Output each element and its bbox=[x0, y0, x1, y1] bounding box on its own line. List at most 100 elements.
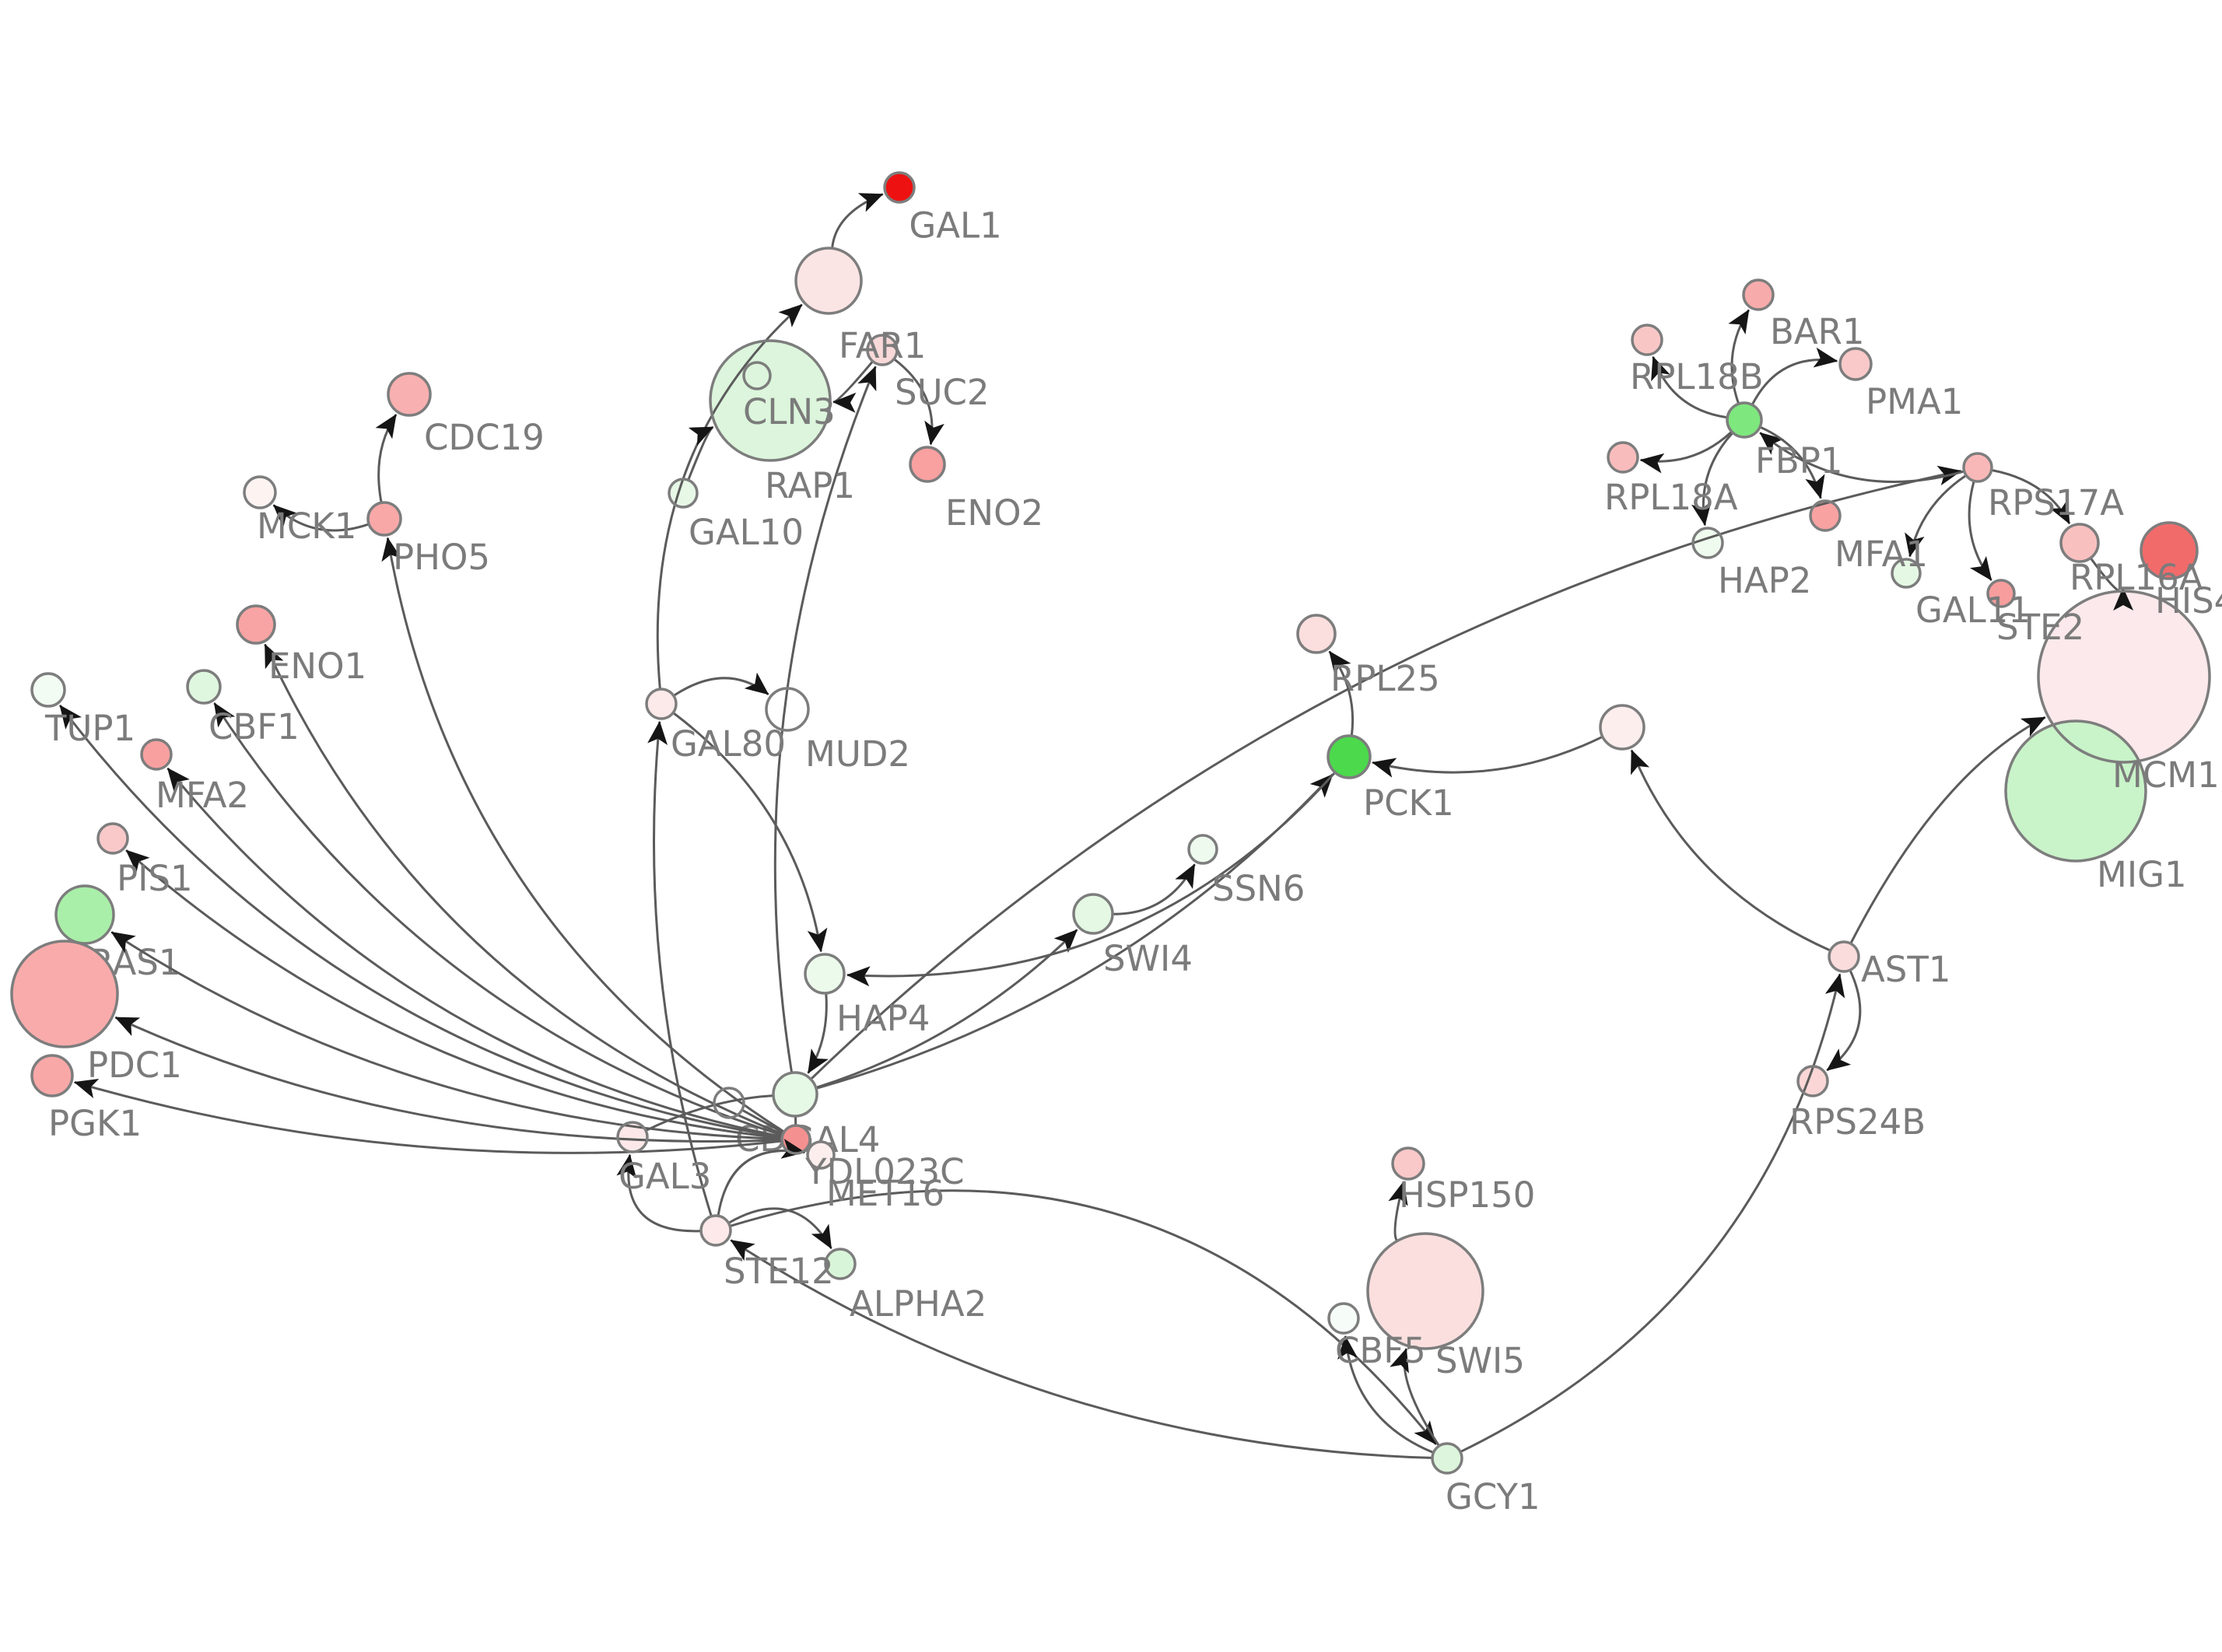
edge-gcy1-to-ste12[interactable] bbox=[730, 1239, 1432, 1459]
node-pgk1[interactable] bbox=[32, 1055, 72, 1096]
edge-gcy1-to-ast1[interactable] bbox=[1460, 973, 1845, 1453]
edge-gcy1-to-cbf5[interactable] bbox=[1337, 1335, 1434, 1454]
node-cbf1[interactable] bbox=[188, 670, 220, 703]
node-mcm1[interactable] bbox=[2038, 591, 2210, 762]
node-pis1[interactable] bbox=[98, 824, 128, 853]
edge-gal4-to-rps17a[interactable] bbox=[810, 465, 1962, 1080]
edge-rps17a-to-gal11[interactable] bbox=[1905, 474, 1967, 558]
node-mig1[interactable] bbox=[2006, 721, 2146, 861]
edge-ast1-to-rps24b[interactable] bbox=[1826, 970, 1862, 1072]
node-label-cbf1: CBF1 bbox=[209, 706, 300, 747]
node-swi5[interactable] bbox=[1368, 1234, 1483, 1349]
node-label-rap1: RAP1 bbox=[765, 465, 855, 506]
node-alpha2[interactable] bbox=[825, 1249, 855, 1279]
edge-gal4-to-suc2[interactable] bbox=[773, 366, 877, 1073]
node-eno1[interactable] bbox=[237, 606, 275, 643]
edge-swi5-to-hsp150[interactable] bbox=[1388, 1181, 1408, 1241]
edge-ast1-to-n1[interactable] bbox=[1630, 749, 1831, 952]
node-bar1[interactable] bbox=[1744, 280, 1773, 310]
edge-ydl023c-to-pho5[interactable] bbox=[381, 537, 784, 1132]
node-n1-unlabeled[interactable] bbox=[1600, 705, 1644, 749]
edge-pck1-to-rpl25[interactable] bbox=[1328, 650, 1355, 736]
node-his4[interactable] bbox=[2141, 523, 2197, 579]
node-gal1[interactable] bbox=[885, 173, 914, 202]
node-mfa1[interactable] bbox=[1810, 501, 1840, 530]
edge-ydl023c-to-eno1[interactable] bbox=[264, 643, 783, 1136]
edge-pck1-to-hap4[interactable] bbox=[846, 772, 1336, 987]
node-ras1[interactable] bbox=[56, 886, 114, 943]
edge-fbp1-to-rpl18b[interactable] bbox=[1651, 355, 1727, 419]
edge-ast1-to-mcm1[interactable] bbox=[1849, 716, 2046, 943]
node-pho5[interactable] bbox=[368, 502, 401, 535]
node-fbp1[interactable] bbox=[1727, 403, 1761, 437]
node-far1[interactable] bbox=[796, 248, 861, 313]
node-mfa2[interactable] bbox=[142, 740, 171, 769]
edge-ste12-to-alpha2[interactable] bbox=[728, 1207, 832, 1249]
edge-gal10-to-rap1[interactable] bbox=[687, 425, 714, 480]
node-cbf5[interactable] bbox=[1329, 1304, 1358, 1333]
node-met16[interactable] bbox=[808, 1142, 834, 1168]
edge-far1-to-gal1[interactable] bbox=[831, 193, 884, 248]
node-hap4[interactable] bbox=[805, 954, 844, 993]
edge-rps17a-to-rpl16a[interactable] bbox=[1992, 469, 2071, 525]
edge-fbp1-to-bar1[interactable] bbox=[1728, 309, 1751, 404]
edge-fbp1-to-hap2[interactable] bbox=[1691, 432, 1733, 527]
edge-ydl023c-to-ras1[interactable] bbox=[110, 931, 782, 1140]
edge-gal80-to-hap4[interactable] bbox=[673, 712, 828, 953]
node-ast1[interactable] bbox=[1829, 942, 1859, 971]
edge-suc2-to-rap1[interactable] bbox=[832, 361, 874, 413]
edge-rps17a-to-fbp1[interactable] bbox=[1759, 432, 1964, 483]
node-suc2[interactable] bbox=[867, 335, 897, 365]
node-gal80[interactable] bbox=[647, 689, 676, 719]
edge-rps17a-to-ste2[interactable] bbox=[1968, 481, 1992, 581]
edge-ydl023c-to-pgk1[interactable] bbox=[73, 1079, 782, 1154]
node-cdc19[interactable] bbox=[388, 373, 430, 415]
node-rps17a[interactable] bbox=[1964, 453, 1992, 481]
node-ste2[interactable] bbox=[1988, 580, 2014, 607]
node-mud2[interactable] bbox=[766, 688, 808, 730]
node-rpl18b[interactable] bbox=[1632, 325, 1662, 355]
edge-gal3-to-gal4[interactable] bbox=[646, 1094, 773, 1132]
edge-cdc-to-ydl023c[interactable] bbox=[741, 1109, 784, 1134]
edge-ydl023c-to-tup1[interactable] bbox=[58, 704, 782, 1139]
node-ste12[interactable] bbox=[701, 1216, 731, 1245]
edge-n1-to-pck1[interactable] bbox=[1372, 736, 1603, 778]
edge-pho5-to-mck1[interactable] bbox=[272, 504, 369, 532]
edge-fbp1-to-mfa1[interactable] bbox=[1760, 426, 1825, 499]
edge-ste12-to-gal80[interactable] bbox=[647, 720, 713, 1216]
edge-gcy1-to-swi5[interactable] bbox=[1390, 1348, 1440, 1447]
edge-ydl023c-to-pdc1[interactable] bbox=[114, 1016, 782, 1143]
node-rpl16a[interactable] bbox=[2061, 524, 2098, 562]
edge-ste12-to-gal3[interactable] bbox=[616, 1153, 701, 1233]
node-swi4[interactable] bbox=[1074, 894, 1113, 933]
node-gcy1[interactable] bbox=[1432, 1444, 1462, 1473]
node-tup1[interactable] bbox=[32, 674, 65, 706]
node-rpl25[interactable] bbox=[1298, 615, 1335, 653]
node-pck1[interactable] bbox=[1328, 736, 1370, 778]
node-cdc[interactable] bbox=[714, 1088, 744, 1118]
edge-ydl023c-to-pis1[interactable] bbox=[125, 849, 782, 1139]
node-border-rps17a bbox=[1962, 452, 1993, 483]
edge-gal80-to-mud2[interactable] bbox=[673, 672, 769, 697]
node-ssn6[interactable] bbox=[1189, 835, 1217, 863]
edge-gal80-to-far1[interactable] bbox=[656, 303, 803, 689]
edge-swi4-to-ssn6[interactable] bbox=[1113, 863, 1196, 915]
node-gal4[interactable] bbox=[773, 1073, 817, 1116]
node-gal11[interactable] bbox=[1892, 559, 1920, 587]
node-pma1[interactable] bbox=[1840, 348, 1871, 380]
node-border-pck1 bbox=[1327, 734, 1372, 779]
node-gal3[interactable] bbox=[618, 1122, 647, 1152]
edge-suc2-to-eno2[interactable] bbox=[893, 359, 945, 446]
node-eno2[interactable] bbox=[910, 447, 945, 481]
node-rpl18a[interactable] bbox=[1608, 443, 1638, 472]
node-mck1[interactable] bbox=[244, 477, 275, 508]
edge-gal4-to-swi4[interactable] bbox=[816, 929, 1078, 1089]
node-pdc1[interactable] bbox=[12, 941, 117, 1047]
edge-ydl023c-to-mfa2[interactable] bbox=[166, 767, 782, 1138]
edge-pho5-to-cdc19[interactable] bbox=[375, 414, 398, 502]
edge-fbp1-to-rpl18a[interactable] bbox=[1639, 431, 1733, 474]
edge-fbp1-to-pma1[interactable] bbox=[1751, 347, 1838, 405]
node-label-hap2: HAP2 bbox=[1718, 560, 1811, 601]
node-hsp150[interactable] bbox=[1393, 1148, 1424, 1179]
edge-hap4-to-gal4[interactable] bbox=[807, 993, 829, 1074]
